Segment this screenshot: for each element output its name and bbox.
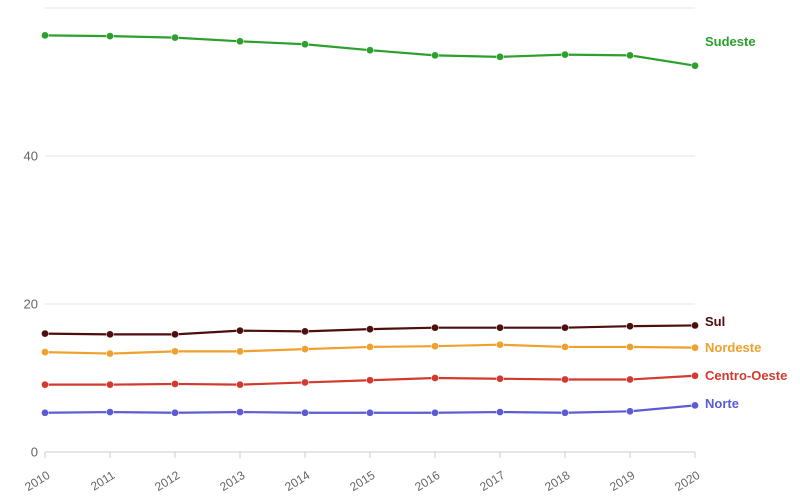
y-tick-label: 0 <box>31 445 38 460</box>
y-tick-label: 40 <box>24 149 38 164</box>
series-label: Nordeste <box>705 340 761 355</box>
series-label: Centro-Oeste <box>705 368 787 383</box>
series-label: Norte <box>705 396 739 411</box>
series-label: Sudeste <box>705 34 756 49</box>
series-label: Sul <box>705 314 725 329</box>
y-tick-label: 20 <box>24 297 38 312</box>
line-chart <box>0 0 800 500</box>
